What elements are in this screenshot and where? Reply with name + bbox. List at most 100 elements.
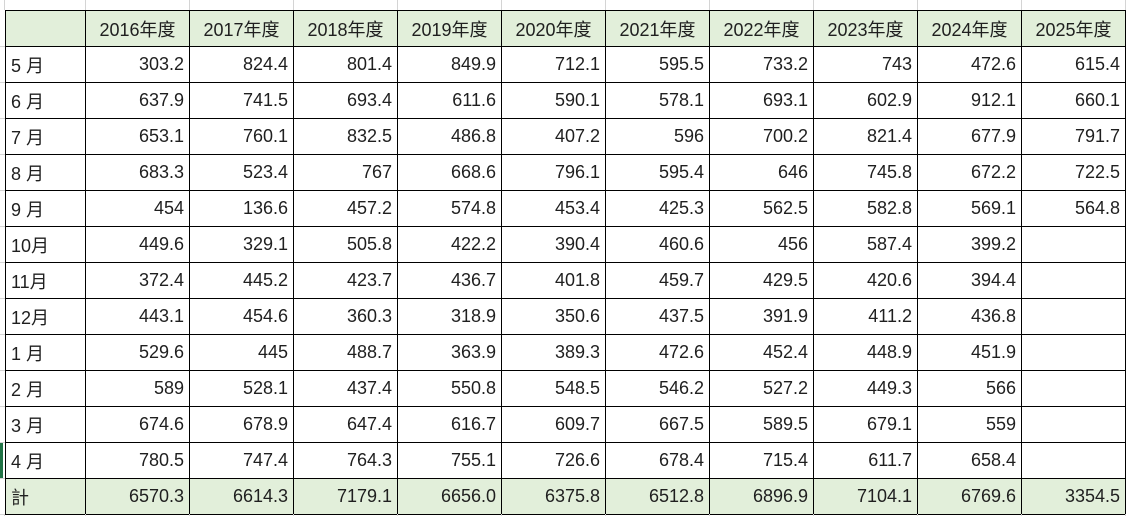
value-cell[interactable]: 411.2 — [813, 298, 918, 335]
value-cell[interactable]: 767 — [293, 154, 398, 191]
value-cell[interactable]: 559 — [917, 406, 1022, 443]
column-header-cell[interactable]: 2025年度 — [1021, 10, 1126, 47]
value-cell[interactable] — [1021, 298, 1126, 335]
value-cell[interactable]: 712.1 — [501, 46, 606, 83]
value-cell[interactable]: 390.4 — [501, 226, 606, 263]
column-header-cell[interactable]: 2023年度 — [813, 10, 918, 47]
row-label-cell[interactable]: 6 月 — [5, 82, 86, 119]
column-header-cell[interactable]: 2022年度 — [709, 10, 814, 47]
value-cell[interactable]: 436.8 — [917, 298, 1022, 335]
value-cell[interactable]: 454.6 — [189, 298, 294, 335]
value-cell[interactable]: 609.7 — [501, 406, 606, 443]
total-value-cell[interactable]: 3354.5 — [1021, 478, 1126, 515]
value-cell[interactable]: 443.1 — [85, 298, 190, 335]
value-cell[interactable]: 449.3 — [813, 370, 918, 407]
value-cell[interactable]: 472.6 — [917, 46, 1022, 83]
value-cell[interactable]: 445 — [189, 334, 294, 371]
value-cell[interactable]: 457.2 — [293, 190, 398, 227]
column-header-cell[interactable]: 2020年度 — [501, 10, 606, 47]
value-cell[interactable]: 674.6 — [85, 406, 190, 443]
row-label-cell[interactable]: 4 月 — [5, 442, 86, 479]
row-label-cell[interactable]: 10月 — [5, 226, 86, 263]
value-cell[interactable]: 136.6 — [189, 190, 294, 227]
value-cell[interactable]: 760.1 — [189, 118, 294, 155]
value-cell[interactable] — [1021, 334, 1126, 371]
value-cell[interactable]: 350.6 — [501, 298, 606, 335]
value-cell[interactable]: 647.4 — [293, 406, 398, 443]
row-label-cell[interactable]: 3 月 — [5, 406, 86, 443]
value-cell[interactable]: 453.4 — [501, 190, 606, 227]
value-cell[interactable]: 564.8 — [1021, 190, 1126, 227]
value-cell[interactable]: 488.7 — [293, 334, 398, 371]
value-cell[interactable]: 420.6 — [813, 262, 918, 299]
value-cell[interactable]: 436.7 — [397, 262, 502, 299]
row-label-cell[interactable]: 5 月 — [5, 46, 86, 83]
value-cell[interactable]: 399.2 — [917, 226, 1022, 263]
corner-cell[interactable] — [5, 10, 86, 47]
value-cell[interactable]: 611.7 — [813, 442, 918, 479]
value-cell[interactable]: 745.8 — [813, 154, 918, 191]
value-cell[interactable]: 733.2 — [709, 46, 814, 83]
value-cell[interactable]: 780.5 — [85, 442, 190, 479]
value-cell[interactable]: 303.2 — [85, 46, 190, 83]
row-label-cell[interactable]: 7 月 — [5, 118, 86, 155]
value-cell[interactable]: 566 — [917, 370, 1022, 407]
value-cell[interactable]: 595.4 — [605, 154, 710, 191]
value-cell[interactable]: 372.4 — [85, 262, 190, 299]
value-cell[interactable]: 672.2 — [917, 154, 1022, 191]
value-cell[interactable]: 747.4 — [189, 442, 294, 479]
value-cell[interactable]: 683.3 — [85, 154, 190, 191]
value-cell[interactable]: 587.4 — [813, 226, 918, 263]
value-cell[interactable]: 425.3 — [605, 190, 710, 227]
column-header-cell[interactable]: 2021年度 — [605, 10, 710, 47]
value-cell[interactable]: 456 — [709, 226, 814, 263]
value-cell[interactable]: 678.9 — [189, 406, 294, 443]
row-label-cell[interactable]: 9 月 — [5, 190, 86, 227]
value-cell[interactable]: 615.4 — [1021, 46, 1126, 83]
total-label-cell[interactable]: 計 — [5, 478, 86, 515]
value-cell[interactable]: 505.8 — [293, 226, 398, 263]
value-cell[interactable]: 590.1 — [501, 82, 606, 119]
value-cell[interactable]: 318.9 — [397, 298, 502, 335]
total-value-cell[interactable]: 6614.3 — [189, 478, 294, 515]
value-cell[interactable]: 824.4 — [189, 46, 294, 83]
total-value-cell[interactable]: 6896.9 — [709, 478, 814, 515]
total-value-cell[interactable]: 6570.3 — [85, 478, 190, 515]
value-cell[interactable]: 677.9 — [917, 118, 1022, 155]
value-cell[interactable]: 578.1 — [605, 82, 710, 119]
value-cell[interactable]: 459.7 — [605, 262, 710, 299]
value-cell[interactable]: 401.8 — [501, 262, 606, 299]
value-cell[interactable]: 528.1 — [189, 370, 294, 407]
value-cell[interactable]: 693.1 — [709, 82, 814, 119]
value-cell[interactable]: 646 — [709, 154, 814, 191]
value-cell[interactable]: 448.9 — [813, 334, 918, 371]
value-cell[interactable]: 329.1 — [189, 226, 294, 263]
value-cell[interactable]: 589.5 — [709, 406, 814, 443]
value-cell[interactable]: 832.5 — [293, 118, 398, 155]
value-cell[interactable]: 589 — [85, 370, 190, 407]
value-cell[interactable]: 611.6 — [397, 82, 502, 119]
row-label-cell[interactable]: 12月 — [5, 298, 86, 335]
value-cell[interactable]: 791.7 — [1021, 118, 1126, 155]
value-cell[interactable] — [1021, 406, 1126, 443]
total-value-cell[interactable]: 6375.8 — [501, 478, 606, 515]
total-value-cell[interactable]: 7104.1 — [813, 478, 918, 515]
value-cell[interactable]: 660.1 — [1021, 82, 1126, 119]
value-cell[interactable]: 562.5 — [709, 190, 814, 227]
value-cell[interactable]: 550.8 — [397, 370, 502, 407]
value-cell[interactable]: 437.5 — [605, 298, 710, 335]
value-cell[interactable]: 582.8 — [813, 190, 918, 227]
total-value-cell[interactable]: 6769.6 — [917, 478, 1022, 515]
value-cell[interactable]: 360.3 — [293, 298, 398, 335]
value-cell[interactable] — [1021, 370, 1126, 407]
value-cell[interactable]: 722.5 — [1021, 154, 1126, 191]
row-label-cell[interactable]: 1 月 — [5, 334, 86, 371]
value-cell[interactable]: 726.6 — [501, 442, 606, 479]
value-cell[interactable]: 422.2 — [397, 226, 502, 263]
value-cell[interactable]: 437.4 — [293, 370, 398, 407]
row-label-cell[interactable]: 8 月 — [5, 154, 86, 191]
value-cell[interactable]: 667.5 — [605, 406, 710, 443]
value-cell[interactable]: 595.5 — [605, 46, 710, 83]
value-cell[interactable]: 849.9 — [397, 46, 502, 83]
value-cell[interactable]: 602.9 — [813, 82, 918, 119]
